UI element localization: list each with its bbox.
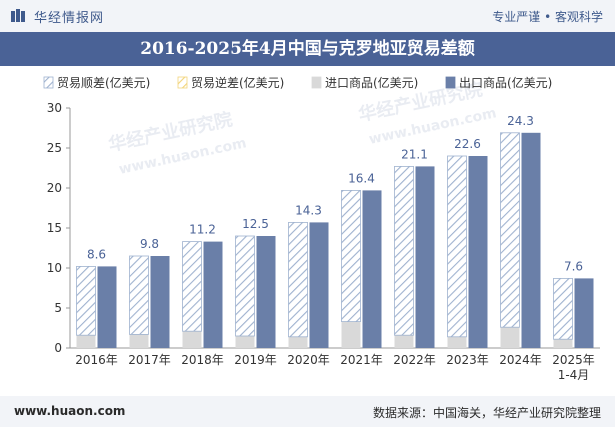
import-bar bbox=[76, 335, 96, 348]
title-bar: 2016-2025年4月中国与克罗地亚贸易差额 bbox=[0, 32, 615, 66]
x-tick-label: 2019年 bbox=[234, 353, 277, 367]
import-bar bbox=[341, 321, 361, 348]
import-bar bbox=[553, 339, 573, 348]
legend-swatch bbox=[445, 76, 456, 89]
export-bar bbox=[97, 266, 117, 348]
import-bar bbox=[288, 336, 308, 348]
export-bar bbox=[362, 190, 382, 348]
y-tick-label: 30 bbox=[47, 101, 62, 115]
footer: www.huaon.com 数据来源：中国海关，华经产业研究院整理 bbox=[0, 396, 615, 427]
surplus-bar bbox=[500, 132, 520, 328]
legend-label: 进口商品(亿美元) bbox=[325, 75, 418, 90]
chart-title: 2016-2025年4月中国与克罗地亚贸易差额 bbox=[140, 39, 475, 59]
website-link[interactable]: www.huaon.com bbox=[14, 404, 126, 418]
surplus-value-label: 7.6 bbox=[564, 259, 583, 273]
legend-swatch bbox=[311, 76, 322, 89]
export-bar bbox=[574, 278, 594, 348]
slogan: 专业严谨 • 客观科学 bbox=[492, 10, 603, 24]
x-tick-label: 2023年 bbox=[446, 353, 489, 367]
surplus-bar bbox=[394, 166, 414, 336]
y-tick-label: 5 bbox=[54, 301, 62, 315]
bar-chart: 华经产业研究院 www.huaon.com 华经产业研究院 www.huaon.… bbox=[43, 75, 600, 382]
x-tick-label: 2017年 bbox=[128, 353, 171, 367]
x-tick-label: 2022年 bbox=[393, 353, 436, 367]
export-bar bbox=[150, 256, 170, 348]
export-bar bbox=[203, 241, 223, 348]
export-bar bbox=[521, 132, 541, 348]
data-source: 数据来源：中国海关，华经产业研究院整理 bbox=[372, 406, 601, 420]
x-tick-label: 2018年 bbox=[181, 353, 224, 367]
surplus-value-label: 11.2 bbox=[189, 223, 216, 237]
export-bar bbox=[415, 166, 435, 348]
surplus-value-label: 22.6 bbox=[454, 137, 481, 151]
watermark-layer: 华经产业研究院 www.huaon.com 华经产业研究院 www.huaon.… bbox=[106, 78, 498, 178]
surplus-bar bbox=[341, 190, 361, 322]
surplus-bar bbox=[553, 277, 573, 340]
legend-label: 贸易顺差(亿美元) bbox=[57, 75, 150, 90]
surplus-bar bbox=[235, 235, 255, 337]
export-bar bbox=[468, 156, 488, 348]
bars: 8.6 9.8 11.2 12.5 14.3 16.4 21.1 22.6 24.3 7.6 bbox=[76, 114, 594, 348]
y-tick-label: 15 bbox=[47, 221, 62, 235]
import-bar bbox=[394, 335, 414, 348]
y-tick-label: 10 bbox=[47, 261, 62, 275]
import-bar bbox=[235, 336, 255, 348]
x-tick-label: 2016年 bbox=[75, 353, 118, 367]
x-tick-label: 2025年 1-4月 bbox=[552, 353, 595, 382]
surplus-bar bbox=[182, 241, 202, 332]
legend-label: 出口商品(亿美元) bbox=[459, 75, 552, 90]
site-name: 华经情报网 bbox=[34, 11, 105, 26]
import-bar bbox=[129, 334, 149, 348]
legend-swatch bbox=[177, 76, 188, 89]
legend-swatch bbox=[43, 76, 54, 89]
y-tick-label: 25 bbox=[47, 141, 62, 155]
surplus-value-label: 8.6 bbox=[87, 247, 106, 261]
legend: 贸易顺差(亿美元) 贸易逆差(亿美元) 进口商品(亿美元) 出口商品(亿美元) bbox=[43, 75, 552, 90]
surplus-value-label: 24.3 bbox=[507, 114, 534, 128]
top-bar: 华经情报网 专业严谨 • 客观科学 bbox=[0, 0, 615, 32]
import-bar bbox=[182, 331, 202, 348]
x-tick-label: 2020年 bbox=[287, 353, 330, 367]
surplus-value-label: 9.8 bbox=[140, 237, 159, 251]
surplus-bar bbox=[288, 221, 308, 338]
y-tick-label: 20 bbox=[47, 181, 62, 195]
surplus-value-label: 21.1 bbox=[401, 147, 428, 161]
surplus-value-label: 16.4 bbox=[348, 171, 375, 185]
import-bar bbox=[500, 327, 520, 348]
x-tick-label: 2024年 bbox=[499, 353, 542, 367]
export-bar bbox=[309, 222, 329, 348]
surplus-bar bbox=[129, 255, 149, 335]
surplus-value-label: 14.3 bbox=[295, 203, 322, 217]
surplus-value-label: 12.5 bbox=[242, 217, 269, 231]
legend-label: 贸易逆差(亿美元) bbox=[191, 75, 284, 90]
logo-icon bbox=[11, 9, 25, 22]
surplus-bar bbox=[447, 155, 467, 338]
y-tick-label: 0 bbox=[54, 341, 62, 355]
export-bar bbox=[256, 236, 276, 348]
import-bar bbox=[447, 336, 467, 348]
surplus-bar bbox=[76, 265, 96, 336]
x-tick-label: 2021年 bbox=[340, 353, 383, 367]
